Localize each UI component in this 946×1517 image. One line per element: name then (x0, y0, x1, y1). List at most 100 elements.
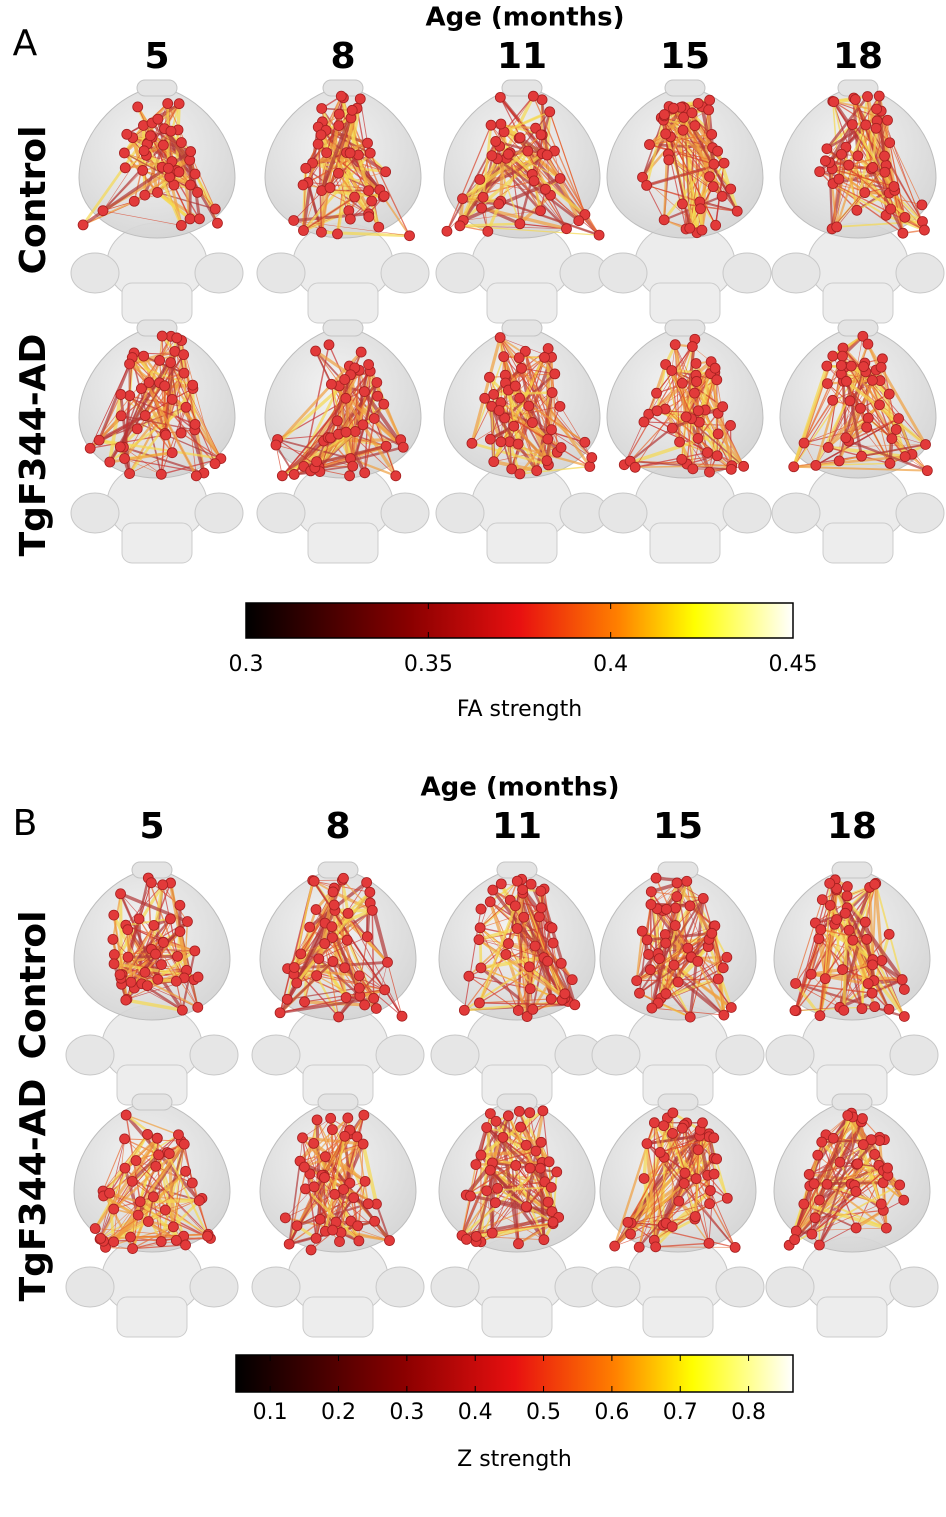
node (176, 220, 186, 230)
node (109, 950, 119, 960)
node (476, 904, 486, 914)
node (544, 1157, 554, 1167)
node (328, 1225, 338, 1235)
node (109, 910, 119, 920)
node (543, 956, 553, 966)
node (298, 226, 308, 236)
node (822, 1179, 832, 1189)
node (919, 225, 929, 235)
age-label: 18 (827, 806, 877, 847)
node (863, 979, 873, 989)
node (531, 1146, 541, 1156)
node (814, 1195, 824, 1205)
node (887, 434, 897, 444)
node (379, 399, 389, 409)
node (488, 885, 498, 895)
brain-network (71, 320, 243, 563)
node (880, 167, 890, 177)
node (791, 978, 801, 988)
brain-network (436, 80, 608, 323)
node (498, 1132, 508, 1142)
node (152, 187, 162, 197)
node (693, 433, 703, 443)
node (668, 1128, 678, 1138)
node (705, 95, 715, 105)
node (644, 140, 654, 150)
hindbrain-right (381, 253, 429, 293)
node (530, 941, 540, 951)
node (567, 975, 577, 985)
node (120, 1134, 130, 1144)
node (516, 1122, 526, 1132)
node (284, 1239, 294, 1249)
node (842, 882, 852, 892)
hindbrain-left (66, 1267, 114, 1307)
node (655, 1147, 665, 1157)
node (574, 216, 584, 226)
node (652, 406, 662, 416)
node (868, 960, 878, 970)
node (125, 391, 135, 401)
node (484, 372, 494, 382)
node (790, 1235, 800, 1245)
node (836, 361, 846, 371)
node (673, 977, 683, 987)
node (129, 196, 139, 206)
node (327, 1125, 337, 1135)
node (685, 901, 695, 911)
node (828, 395, 838, 405)
node (693, 1145, 703, 1155)
node (681, 412, 691, 422)
node (482, 1123, 492, 1133)
brain-network (592, 1094, 764, 1337)
node (134, 914, 144, 924)
node (515, 133, 525, 143)
node (332, 229, 342, 239)
node (335, 1237, 345, 1247)
node (546, 425, 556, 435)
node (372, 377, 382, 387)
node (712, 451, 722, 461)
node (672, 878, 682, 888)
node (538, 1106, 548, 1116)
node (711, 220, 721, 230)
node (179, 1139, 189, 1149)
node (693, 956, 703, 966)
node (190, 169, 200, 179)
node (669, 960, 679, 970)
node (298, 180, 308, 190)
node (343, 1113, 353, 1123)
hindbrain-left (772, 253, 820, 293)
node (580, 437, 590, 447)
node (158, 140, 168, 150)
node (863, 339, 873, 349)
node (298, 1133, 308, 1143)
node (823, 442, 833, 452)
node (510, 381, 520, 391)
node (476, 963, 486, 973)
brainstem (122, 523, 192, 563)
node (832, 914, 842, 924)
hindbrain-left (592, 1035, 640, 1075)
node (691, 1174, 701, 1184)
brainstem (817, 1297, 887, 1337)
node (311, 905, 321, 915)
node (365, 887, 375, 897)
node (492, 1183, 502, 1193)
node (610, 1241, 620, 1251)
edge (480, 928, 481, 968)
node (534, 912, 544, 922)
node (503, 149, 513, 159)
node (671, 903, 681, 913)
age-label: 11 (492, 806, 542, 847)
node (550, 369, 560, 379)
hindbrain-left (766, 1267, 814, 1307)
node (495, 92, 505, 102)
node (825, 878, 835, 888)
node (163, 99, 173, 109)
node (512, 924, 522, 934)
node (897, 975, 907, 985)
node (151, 1161, 161, 1171)
node (296, 949, 306, 959)
brain-network (252, 862, 424, 1105)
